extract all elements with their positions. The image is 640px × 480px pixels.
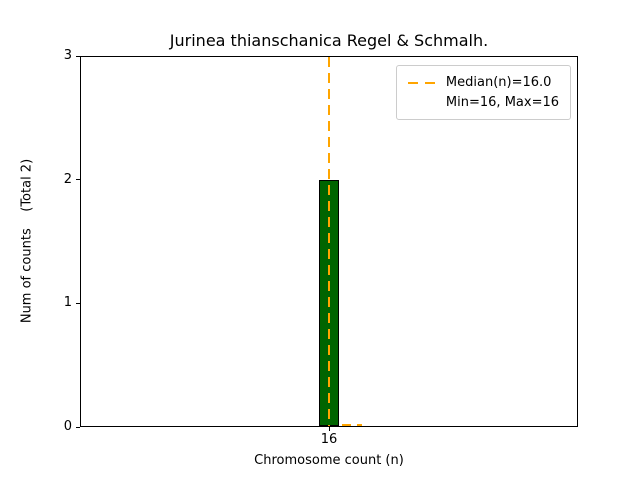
chart-title: Jurinea thianschanica Regel & Schmalh. [169,31,489,50]
y-tick-label: 1 [63,295,72,311]
y-tick-mark [76,55,80,57]
legend-label-minmax: Min=16, Max=16 [445,94,559,110]
y-axis-label: Num of counts (Total 2) [19,158,35,324]
y-tick-mark [76,426,80,428]
median-dashed-line-icon [407,81,438,84]
x-tick-mark [328,427,330,431]
y-tick-label: 2 [63,171,72,187]
x-tick-label: 16 [320,432,338,447]
x-axis-label: Chromosome count (n) [254,453,404,468]
y-tick-label: 3 [63,48,72,63]
median-line [327,57,331,426]
plot-area: Median(n)=16.0 Min=16, Max=16 [80,56,578,427]
y-tick-mark [76,179,80,181]
minmax-range-line [342,423,362,426]
legend-row-median: Median(n)=16.0 [407,73,559,93]
legend-row-minmax: Min=16, Max=16 [408,93,559,113]
y-tick-mark [76,302,80,304]
y-tick-label: 0 [63,419,72,434]
legend-label-median: Median(n)=16.0 [445,75,552,90]
legend-sample-spacer [408,101,438,104]
legend: Median(n)=16.0 Min=16, Max=16 [395,65,571,120]
